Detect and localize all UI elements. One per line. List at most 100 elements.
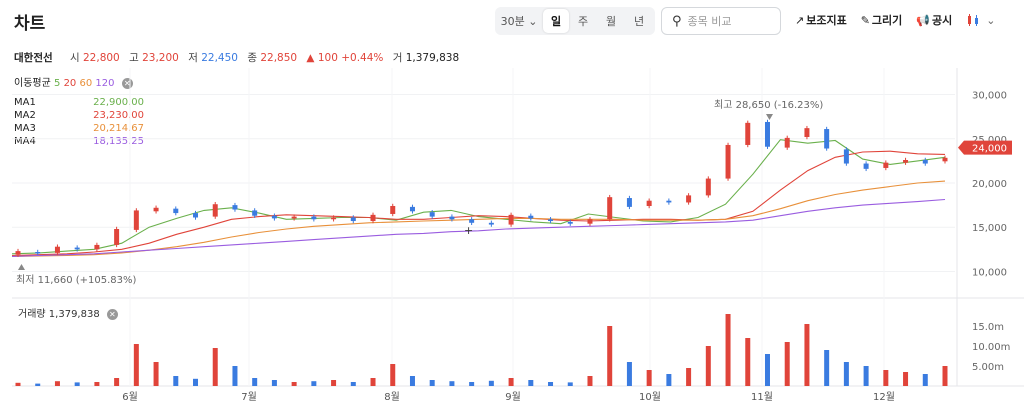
candle-body	[725, 144, 731, 179]
ma-lines	[11, 139, 946, 257]
volume-bar	[764, 354, 770, 386]
header-bar: 차트 30분 ⌄ 일 주 월 년 ⚲ 종목 비교 ↗ 보조지표 ✎ 그리기 📢 공시 …	[0, 0, 1024, 40]
volume-bar	[291, 382, 297, 386]
close-value: 22,850	[260, 52, 298, 64]
ma-period-60: 60	[79, 78, 93, 89]
candle-body	[567, 221, 573, 224]
close-icon[interactable]: ✕	[121, 77, 133, 89]
close-icon[interactable]: ✕	[106, 308, 118, 320]
axes: 30,000 25,000 20,000 15,000 10,000 15.0m 10.00…	[122, 91, 1010, 403]
candle-body	[843, 149, 849, 164]
candle-body	[114, 229, 120, 245]
volume-bar	[607, 326, 613, 386]
search-placeholder: 종목 비교	[687, 15, 732, 28]
candle-body	[804, 128, 810, 137]
ma-period-120: 120	[95, 78, 115, 89]
candle-body	[449, 216, 455, 220]
candle-body	[409, 206, 415, 212]
volume-title: 거래량	[18, 309, 46, 320]
ma-period-20: 20	[63, 78, 77, 89]
volume-panel-label: 거래량 1,379,838 ✕	[18, 305, 118, 320]
volume-bar	[824, 350, 830, 386]
tab-month[interactable]: 월	[605, 15, 617, 28]
candle-body	[903, 160, 909, 163]
search-icon: ⚲	[672, 13, 682, 29]
candle-body	[764, 121, 770, 147]
x-tick-label: 6월	[122, 391, 138, 403]
ma-legend-label: 이동평균	[14, 78, 51, 89]
volume-bar	[74, 382, 80, 386]
tab-week[interactable]: 주	[577, 15, 589, 28]
candle-body	[35, 252, 41, 254]
low-value: 22,450	[201, 52, 238, 64]
candle-body	[686, 195, 692, 203]
y-tick-label: 15,000	[972, 223, 1007, 234]
toolbar: ↗ 보조지표 ✎ 그리기 📢 공시 ⌄	[795, 12, 995, 28]
candle-body	[193, 213, 199, 218]
min-marker-icon	[18, 264, 25, 270]
draw-button[interactable]: ✎ 그리기	[861, 12, 903, 28]
candle-body	[922, 160, 928, 164]
chevron-down-icon: ⌄	[986, 13, 996, 27]
tab-year[interactable]: 년	[633, 15, 645, 28]
ma-line	[11, 198, 946, 257]
volume-bar	[252, 378, 258, 386]
tab-day[interactable]: 일	[543, 9, 569, 33]
volume-current: 1,379,838	[48, 309, 100, 320]
volume-bar	[15, 382, 21, 386]
candle-body	[54, 246, 60, 253]
indicators-button[interactable]: ↗ 보조지표	[795, 12, 847, 28]
volume-bar	[370, 378, 376, 386]
ma-row: MA1 22,900.00	[14, 96, 144, 109]
candle-body	[232, 205, 238, 210]
period-selector: 30분 ⌄ 일 주 월 년	[495, 7, 655, 35]
chart-grid	[12, 68, 1024, 387]
current-price-value: 24,000	[972, 144, 1007, 155]
candle-body	[429, 212, 435, 217]
x-tick-label: 12월	[873, 391, 895, 403]
chart-type-dropdown[interactable]: ⌄	[966, 13, 995, 27]
candles	[15, 119, 948, 257]
candle-body	[74, 247, 80, 250]
volume-bar	[646, 370, 652, 386]
ma-name: MA3	[14, 123, 36, 134]
candle-body	[173, 208, 179, 214]
volume-bar	[784, 342, 790, 386]
y-tick-label: 20,000	[972, 179, 1007, 190]
x-tick-label: 8월	[384, 391, 400, 403]
candle-body	[528, 215, 534, 219]
volume-bar	[94, 382, 100, 386]
volume-bar	[193, 378, 199, 386]
volume-tick-label: 15.0m	[972, 322, 1004, 333]
volume-bar	[883, 370, 889, 386]
volume-bar	[587, 376, 593, 386]
volume-bar	[429, 380, 435, 386]
ma-value: 23,230.00	[93, 110, 144, 121]
compare-search-input[interactable]: ⚲ 종목 비교	[661, 7, 781, 35]
volume-bar	[133, 344, 139, 386]
volume-bar	[350, 382, 356, 386]
close-label: 종	[247, 52, 257, 64]
ma-name: MA1	[14, 97, 36, 108]
volume-bar	[311, 381, 317, 386]
candle-body	[607, 197, 613, 220]
ma-values: MA1 22,900.00 MA2 23,230.00 MA3 20,214.67 M…	[14, 96, 144, 148]
candle-body	[548, 219, 554, 222]
volume-value: 1,379,838	[405, 52, 460, 64]
volume-bar	[528, 380, 534, 386]
interval-dropdown[interactable]: 30분 ⌄	[495, 9, 543, 33]
high-value: 23,200	[142, 52, 179, 64]
trend-icon: ↗	[795, 14, 805, 27]
candle-body	[311, 216, 317, 220]
volume-bar	[666, 374, 672, 386]
candle-body	[291, 216, 297, 219]
volume-label: 거	[392, 52, 403, 64]
candle-body	[350, 217, 356, 222]
candlestick-icon	[968, 14, 979, 26]
candle-body	[488, 222, 494, 225]
disclosure-button[interactable]: 📢 공시	[916, 12, 952, 28]
ma-value: 18,135.25	[93, 136, 144, 147]
min-price-label: 최저 11,660 (+105.83%)	[16, 274, 137, 286]
y-tick-label: 10,000	[972, 267, 1007, 278]
